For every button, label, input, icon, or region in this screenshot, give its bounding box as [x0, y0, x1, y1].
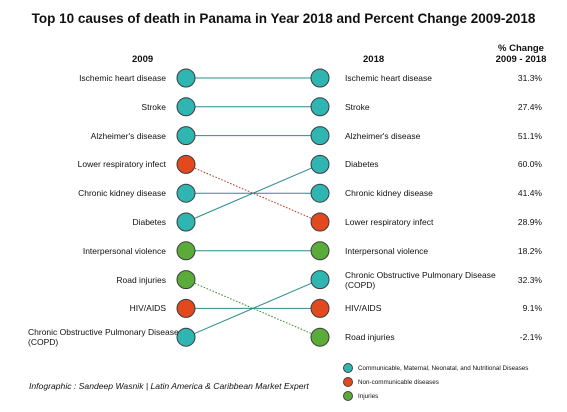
percent-change-5: 41.4%: [517, 188, 542, 199]
node-2009-9: [176, 298, 196, 318]
label-2018-6: Lower respiratory infect: [345, 217, 434, 227]
change-header-line1: % Change: [498, 43, 544, 54]
percent-change-1: 31.3%: [517, 73, 542, 83]
right-column-header: 2018: [363, 54, 385, 65]
percent-change-8: 32.3%: [517, 274, 542, 285]
label-2018-1: Ischemic heart disease: [345, 73, 432, 83]
legend-item-noncommunicable: Non-communicable diseases: [343, 377, 439, 387]
percent-change-7: 18.2%: [517, 245, 542, 256]
legend-swatch-injuries: [343, 391, 353, 401]
legend-label-injuries: Injuries: [358, 392, 379, 400]
node-2018-5: [310, 183, 330, 203]
node-2018-8: [310, 270, 330, 290]
label-2018-2: Stroke: [345, 101, 370, 112]
label-2009-6: Diabetes: [132, 217, 166, 227]
label-2009-7: Interpersonal violence: [82, 245, 166, 256]
legend-swatch-communicable: [343, 363, 353, 373]
label-2018-5: Chronic kidney disease: [345, 188, 433, 199]
legend-item-injuries: Injuries: [343, 391, 378, 401]
legend-swatch-noncommunicable: [343, 377, 353, 387]
label-2009-9: HIV/AIDS: [129, 303, 166, 314]
label-2009-10-line2: (COPD): [28, 337, 59, 348]
percent-change-2: 27.4%: [517, 101, 542, 112]
label-2018-4: Diabetes: [345, 159, 379, 170]
node-2009-5: [176, 183, 196, 203]
label-2018-8-line2: (COPD): [345, 279, 376, 290]
node-2018-9: [310, 298, 330, 318]
node-2009-3: [176, 126, 196, 146]
label-2018-9: HIV/AIDS: [345, 303, 382, 314]
connector-line-10: [185, 279, 321, 338]
label-2009-10-line1: Chronic Obstructive Pulmonary Disease: [28, 327, 179, 338]
left-column-header: 2009: [132, 54, 154, 65]
node-2009-1: [176, 68, 196, 88]
page-title: Top 10 causes of death in Panama in Year…: [31, 11, 536, 26]
label-2009-10: Chronic Obstructive Pulmonary Disease (CO…: [28, 327, 179, 347]
node-2009-10: [176, 327, 196, 347]
label-2018-7: Interpersonal violence: [345, 245, 429, 256]
label-2018-3: Alzheimer's disease: [345, 130, 421, 141]
percent-change-10: -2.1%: [519, 332, 542, 343]
node-2018-7: [310, 241, 330, 261]
credit-line: Infographic : Sandeep Wasnik | Latin Ame…: [29, 381, 309, 391]
legend-label-noncommunicable: Non-communicable diseases: [358, 378, 439, 386]
node-2009-4: [176, 154, 196, 174]
label-2018-8-line1: Chronic Obstructive Pulmonary Disease: [345, 269, 496, 280]
node-2018-1: [310, 68, 330, 88]
node-2018-6: [310, 212, 330, 232]
legend-label-communicable: Communicable, Maternal, Neonatal, and Nu…: [358, 364, 529, 372]
percent-change-9: 9.1%: [522, 303, 542, 314]
connector-line-6: [185, 163, 321, 223]
node-2018-4: [310, 154, 330, 174]
label-2009-1: Ischemic heart disease: [79, 73, 166, 83]
node-2009-2: [176, 97, 196, 117]
percent-change-3: 51.1%: [517, 130, 542, 141]
percent-change-4: 60.0%: [517, 159, 542, 170]
legend-item-communicable: Communicable, Maternal, Neonatal, and Nu…: [343, 363, 528, 373]
label-2018-10: Road injuries: [345, 332, 395, 343]
label-2009-8: Road injuries: [116, 274, 166, 285]
label-2009-2: Stroke: [141, 101, 166, 112]
node-2018-3: [310, 126, 330, 146]
node-2018-10: [310, 327, 330, 347]
node-2009-8: [176, 270, 196, 290]
label-2018-8: Chronic Obstructive Pulmonary Disease (CO…: [345, 270, 496, 290]
label-2009-5: Chronic kidney disease: [78, 188, 166, 199]
label-2009-4: Lower respiratory infect: [77, 159, 166, 170]
node-2009-7: [176, 241, 196, 261]
node-2018-2: [310, 97, 330, 117]
change-header-line2: 2009 - 2018: [495, 54, 547, 65]
node-2009-6: [176, 212, 196, 232]
label-2009-3: Alzheimer's disease: [90, 130, 166, 141]
change-column-header: % Change 2009 - 2018: [490, 43, 552, 65]
percent-change-6: 28.9%: [517, 217, 542, 227]
